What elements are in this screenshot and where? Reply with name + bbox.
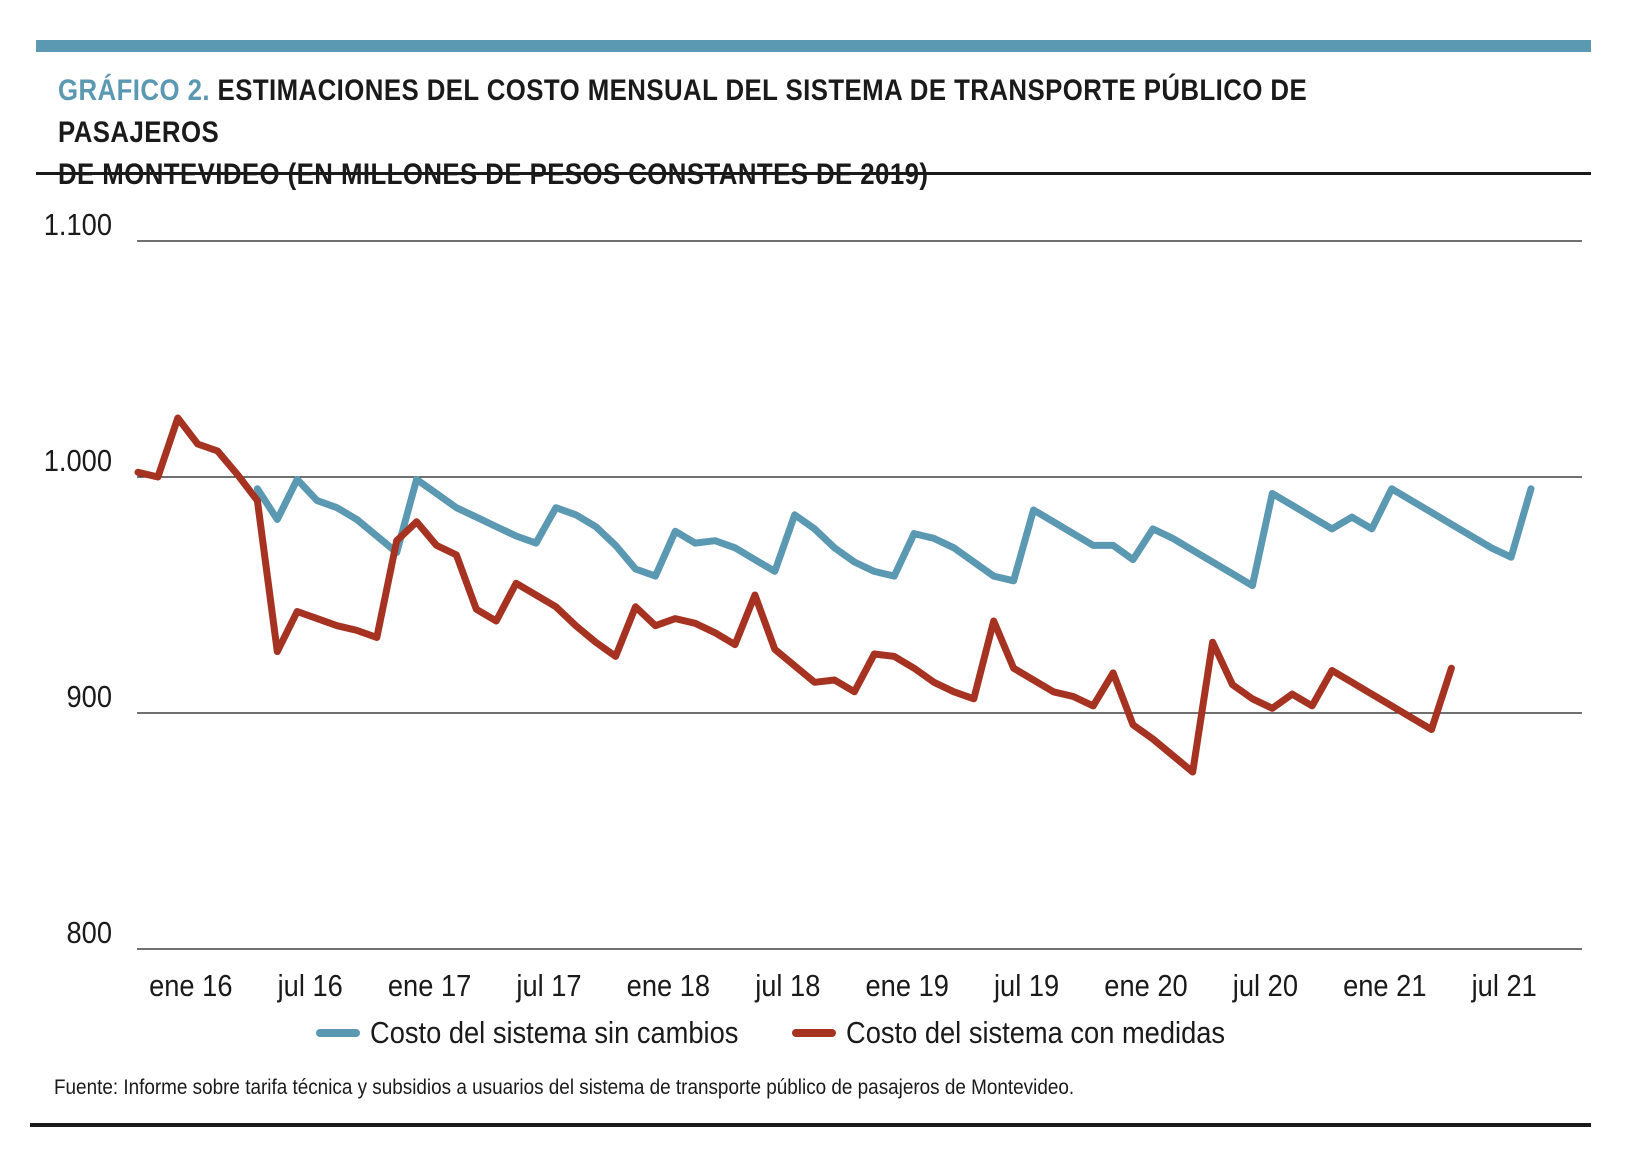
series-lines [134,414,1535,776]
y-tick-label: 1.100 [44,208,112,242]
legend-item-con-medidas: Costo del sistema con medidas [792,1010,1277,1056]
y-tick-label: 1.000 [44,444,112,478]
x-tick-label: ene 21 [1343,969,1426,1003]
x-tick-label: jul 20 [1232,969,1298,1003]
x-axis-tick-labels: ene 16 jul 16 ene 17 jul 17 ene 18 jul 18 ene … [149,969,1537,1003]
title-prefix: GRÁFICO 2. [58,74,210,107]
title-line-1-text: ESTIMACIONES DEL COSTO MENSUAL DEL SISTE… [58,74,1308,149]
legend-swatch-con-medidas [792,1029,836,1037]
x-tick-label: ene 17 [388,969,471,1003]
top-accent-bar [36,40,1591,52]
x-tick-label: jul 18 [754,969,820,1003]
x-tick-label: jul 17 [515,969,581,1003]
bottom-divider [30,1123,1591,1127]
x-tick-label: ene 20 [1104,969,1187,1003]
chart-legend: Costo del sistema sin cambios Costo del … [0,1010,1629,1056]
series-line-sin-cambios [253,475,1535,590]
title-divider [36,172,1591,175]
y-tick-label: 900 [66,680,112,714]
legend-label-sin-cambios: Costo del sistema sin cambios [370,1015,739,1050]
x-tick-label: jul 21 [1471,969,1537,1003]
legend-label-con-medidas: Costo del sistema con medidas [846,1015,1226,1050]
x-tick-label: ene 18 [627,969,710,1003]
y-axis-tick-labels: 800 900 1.000 1.100 [44,208,112,950]
source-note: Fuente: Informe sobre tarifa técnica y s… [54,1076,1075,1099]
x-tick-label: jul 16 [277,969,343,1003]
title-line-1: GRÁFICO 2. ESTIMACIONES DEL COSTO MENSUA… [58,70,1348,154]
series-line-con-medidas [134,414,1455,776]
y-tick-label: 800 [66,916,112,950]
legend-item-sin-cambios: Costo del sistema sin cambios [316,1010,789,1056]
x-tick-label: jul 19 [993,969,1059,1003]
gridlines [137,240,1582,950]
x-tick-label: ene 19 [865,969,948,1003]
x-tick-label: ene 16 [149,969,232,1003]
legend-swatch-sin-cambios [316,1029,360,1037]
